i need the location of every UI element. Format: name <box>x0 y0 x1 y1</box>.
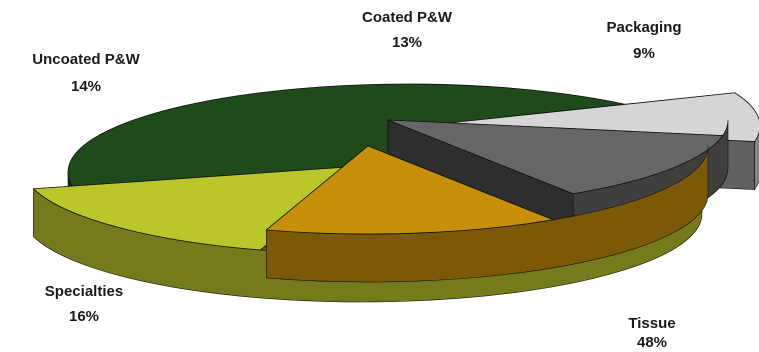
label-packaging-name: Packaging <box>606 19 681 36</box>
label-specialties: Specialties 16% <box>45 283 123 325</box>
label-uncoated-name: Uncoated P&W <box>32 51 140 68</box>
slice-top-coated <box>387 119 724 195</box>
label-tissue: Tissue 48% <box>628 315 675 351</box>
label-tissue-name: Tissue <box>628 315 675 332</box>
label-uncoated-value: 14% <box>71 78 101 95</box>
slice-rim-packaging-0 <box>754 131 759 191</box>
label-coated-value: 13% <box>392 34 422 51</box>
slice-rim-uncoated-0 <box>266 145 709 283</box>
label-packaging-value: 9% <box>633 45 655 62</box>
pie-slices <box>32 83 759 303</box>
label-specialties-value: 16% <box>69 308 99 325</box>
label-packaging: Packaging 9% <box>606 19 681 62</box>
label-coated-name: Coated P&W <box>362 9 453 26</box>
label-specialties-name: Specialties <box>45 283 123 300</box>
label-coated: Coated P&W 13% <box>362 9 453 51</box>
label-uncoated: Uncoated P&W 14% <box>32 51 140 95</box>
label-tissue-value: 48% <box>637 334 667 351</box>
pie-slice-uncoated <box>265 145 709 283</box>
slice-top-uncoated <box>265 145 555 235</box>
